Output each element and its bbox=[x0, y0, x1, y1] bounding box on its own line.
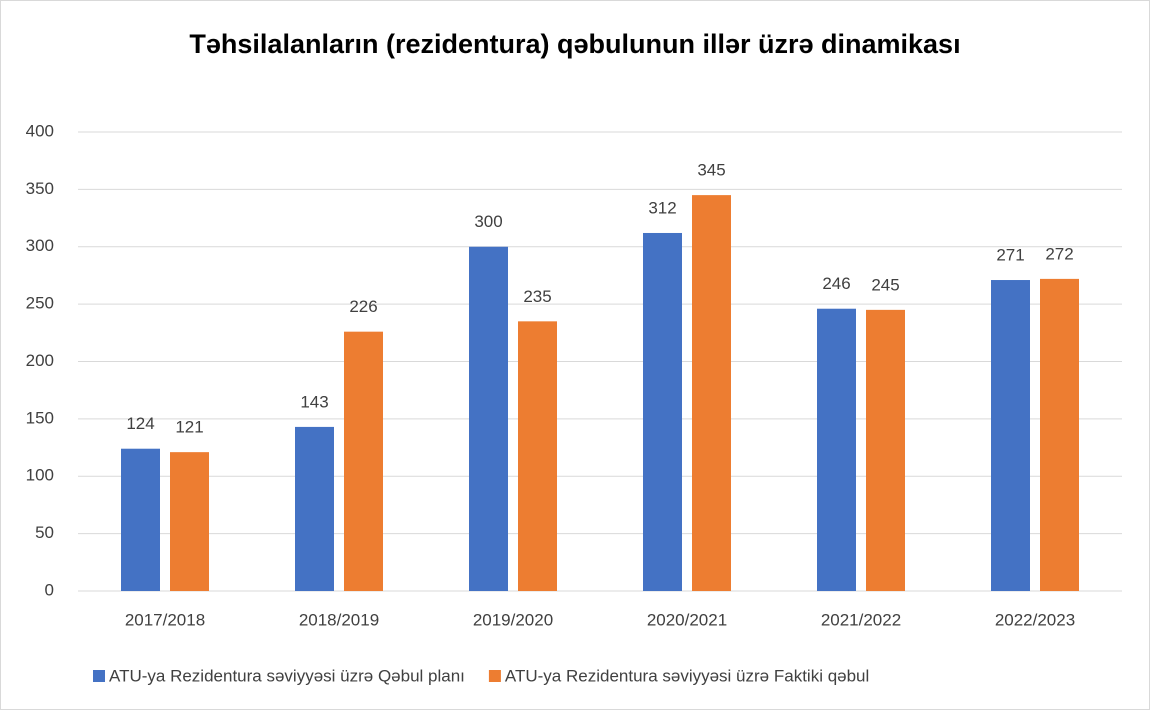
data-label: 272 bbox=[1045, 244, 1073, 263]
y-tick-label: 400 bbox=[26, 121, 54, 140]
data-label: 124 bbox=[126, 414, 154, 433]
data-label: 271 bbox=[996, 246, 1024, 265]
bar bbox=[1040, 278, 1079, 591]
x-tick-label: 2020/2021 bbox=[647, 610, 727, 629]
data-label: 245 bbox=[871, 275, 899, 294]
bar bbox=[991, 280, 1030, 591]
x-tick-label: 2017/2018 bbox=[125, 610, 205, 629]
bar bbox=[121, 448, 160, 591]
y-tick-label: 300 bbox=[26, 236, 54, 255]
x-tick-label: 2018/2019 bbox=[299, 610, 379, 629]
y-tick-label: 350 bbox=[26, 179, 54, 198]
bar bbox=[295, 426, 334, 591]
bar bbox=[692, 195, 731, 592]
y-tick-label: 250 bbox=[26, 294, 54, 313]
chart-title: Təhsilalanların (rezidentura) qəbulunun … bbox=[189, 29, 961, 59]
data-label: 345 bbox=[697, 161, 725, 180]
bar bbox=[469, 246, 508, 591]
data-label: 226 bbox=[349, 297, 377, 316]
legend-label: ATU-ya Rezidentura səviyyəsi üzrə Faktik… bbox=[505, 666, 869, 685]
y-tick-label: 200 bbox=[26, 351, 54, 370]
data-label: 312 bbox=[648, 198, 676, 217]
y-tick-label: 0 bbox=[45, 580, 54, 599]
y-tick-label: 150 bbox=[26, 408, 54, 427]
legend-swatch bbox=[93, 670, 105, 682]
data-label: 246 bbox=[822, 274, 850, 293]
legend-label: ATU-ya Rezidentura səviyyəsi üzrə Qəbul … bbox=[109, 666, 465, 685]
data-label: 235 bbox=[523, 287, 551, 306]
bar bbox=[643, 232, 682, 592]
bar bbox=[170, 452, 209, 591]
data-label: 143 bbox=[300, 392, 328, 411]
bar bbox=[344, 331, 383, 591]
data-label: 300 bbox=[474, 212, 502, 231]
legend-swatch bbox=[488, 670, 501, 682]
bar bbox=[518, 321, 557, 591]
y-tick-label: 50 bbox=[35, 523, 54, 542]
bar bbox=[866, 309, 905, 591]
bar bbox=[817, 308, 856, 591]
data-label: 121 bbox=[175, 418, 203, 437]
x-tick-label: 2022/2023 bbox=[995, 610, 1075, 629]
x-tick-label: 2021/2022 bbox=[821, 610, 901, 629]
x-tick-label: 2019/2020 bbox=[473, 610, 553, 629]
y-tick-label: 100 bbox=[26, 466, 54, 485]
